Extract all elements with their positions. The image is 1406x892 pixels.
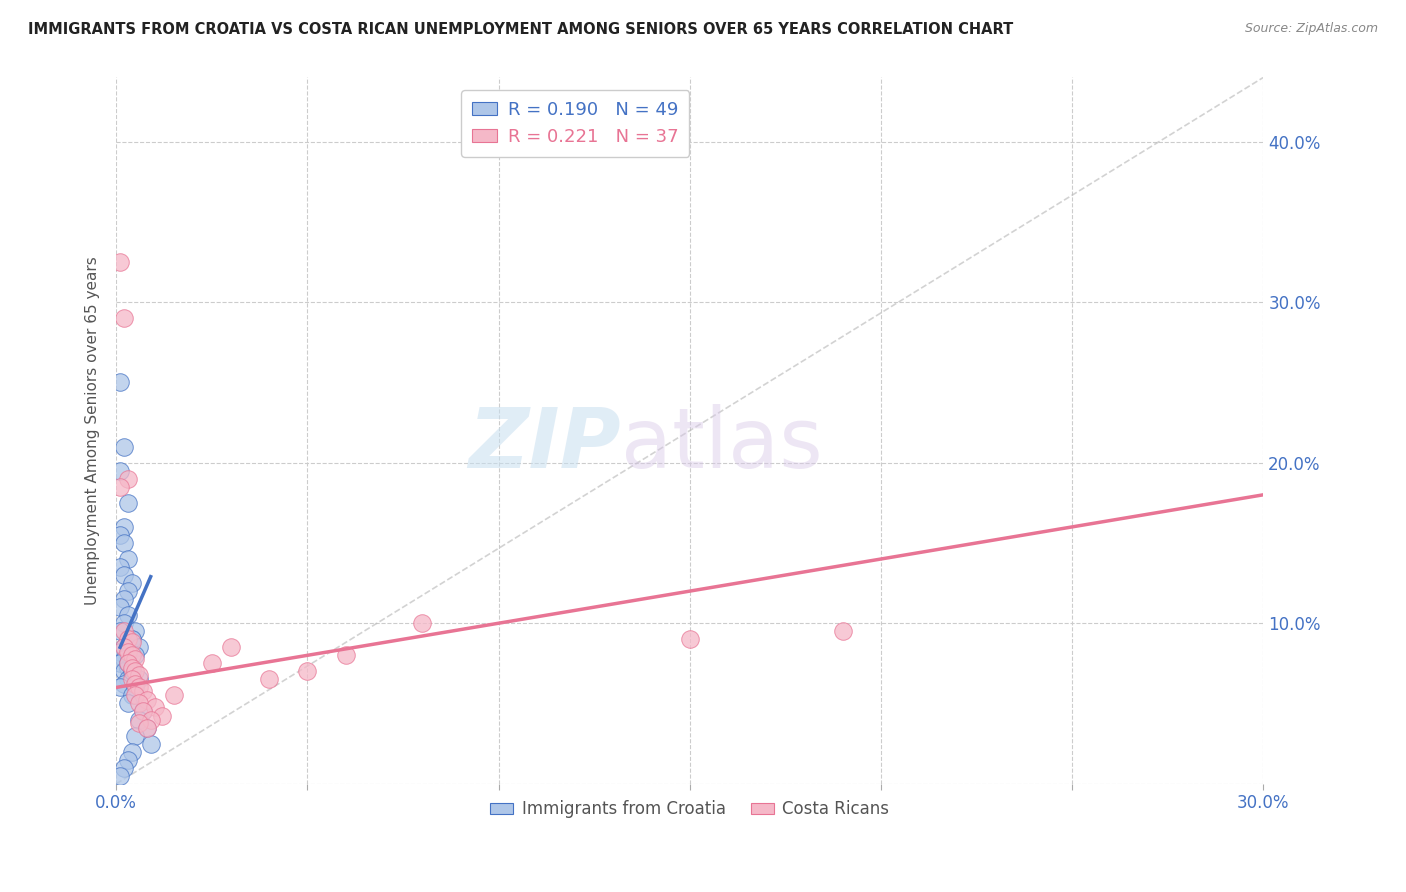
Point — [124, 648, 146, 663]
Point — [121, 635, 143, 649]
Point — [112, 761, 135, 775]
Point — [108, 600, 131, 615]
Point — [135, 721, 157, 735]
Point — [108, 255, 131, 269]
Point — [117, 635, 139, 649]
Point — [108, 769, 131, 783]
Point — [117, 552, 139, 566]
Point — [117, 697, 139, 711]
Point — [112, 665, 135, 679]
Point — [128, 713, 150, 727]
Point — [108, 376, 131, 390]
Point — [679, 632, 702, 647]
Point — [112, 640, 135, 655]
Point — [128, 681, 150, 695]
Text: Source: ZipAtlas.com: Source: ZipAtlas.com — [1244, 22, 1378, 36]
Point — [112, 592, 135, 607]
Point — [335, 648, 357, 663]
Point — [124, 677, 146, 691]
Point — [201, 657, 224, 671]
Point — [117, 632, 139, 647]
Point — [121, 667, 143, 681]
Point — [219, 640, 242, 655]
Point — [112, 311, 135, 326]
Point — [112, 536, 135, 550]
Point — [139, 713, 162, 727]
Point — [128, 640, 150, 655]
Point — [411, 616, 433, 631]
Point — [257, 673, 280, 687]
Point — [135, 693, 157, 707]
Point — [124, 681, 146, 695]
Point — [117, 608, 139, 623]
Point — [128, 697, 150, 711]
Point — [121, 689, 143, 703]
Point — [117, 661, 139, 675]
Point — [112, 616, 135, 631]
Point — [143, 699, 166, 714]
Point — [139, 737, 162, 751]
Point — [112, 651, 135, 665]
Point — [117, 645, 139, 659]
Point — [128, 667, 150, 681]
Point — [117, 496, 139, 510]
Point — [112, 440, 135, 454]
Point — [112, 624, 135, 639]
Point — [121, 665, 143, 679]
Point — [117, 472, 139, 486]
Point — [121, 648, 143, 663]
Point — [121, 576, 143, 591]
Point — [162, 689, 184, 703]
Legend: Immigrants from Croatia, Costa Ricans: Immigrants from Croatia, Costa Ricans — [484, 794, 896, 825]
Point — [108, 464, 131, 478]
Point — [112, 640, 135, 655]
Point — [297, 665, 319, 679]
Point — [124, 665, 146, 679]
Text: ZIP: ZIP — [468, 404, 621, 485]
Point — [121, 673, 143, 687]
Point — [124, 689, 146, 703]
Point — [121, 745, 143, 759]
Point — [135, 721, 157, 735]
Point — [121, 661, 143, 675]
Point — [831, 624, 853, 639]
Point — [112, 520, 135, 534]
Point — [124, 729, 146, 743]
Point — [108, 480, 131, 494]
Point — [117, 753, 139, 767]
Point — [108, 560, 131, 574]
Point — [108, 645, 131, 659]
Point — [108, 624, 131, 639]
Point — [121, 632, 143, 647]
Text: atlas: atlas — [621, 404, 823, 485]
Point — [117, 648, 139, 663]
Point — [112, 568, 135, 582]
Point — [108, 528, 131, 542]
Point — [132, 683, 155, 698]
Point — [117, 584, 139, 599]
Point — [117, 657, 139, 671]
Point — [128, 715, 150, 730]
Point — [132, 705, 155, 719]
Point — [150, 709, 173, 723]
Y-axis label: Unemployment Among Seniors over 65 years: Unemployment Among Seniors over 65 years — [86, 256, 100, 605]
Point — [117, 657, 139, 671]
Point — [121, 632, 143, 647]
Point — [112, 677, 135, 691]
Point — [117, 673, 139, 687]
Text: IMMIGRANTS FROM CROATIA VS COSTA RICAN UNEMPLOYMENT AMONG SENIORS OVER 65 YEARS : IMMIGRANTS FROM CROATIA VS COSTA RICAN U… — [28, 22, 1014, 37]
Point — [124, 651, 146, 665]
Point — [108, 681, 131, 695]
Point — [124, 624, 146, 639]
Point — [128, 673, 150, 687]
Point — [108, 657, 131, 671]
Point — [132, 705, 155, 719]
